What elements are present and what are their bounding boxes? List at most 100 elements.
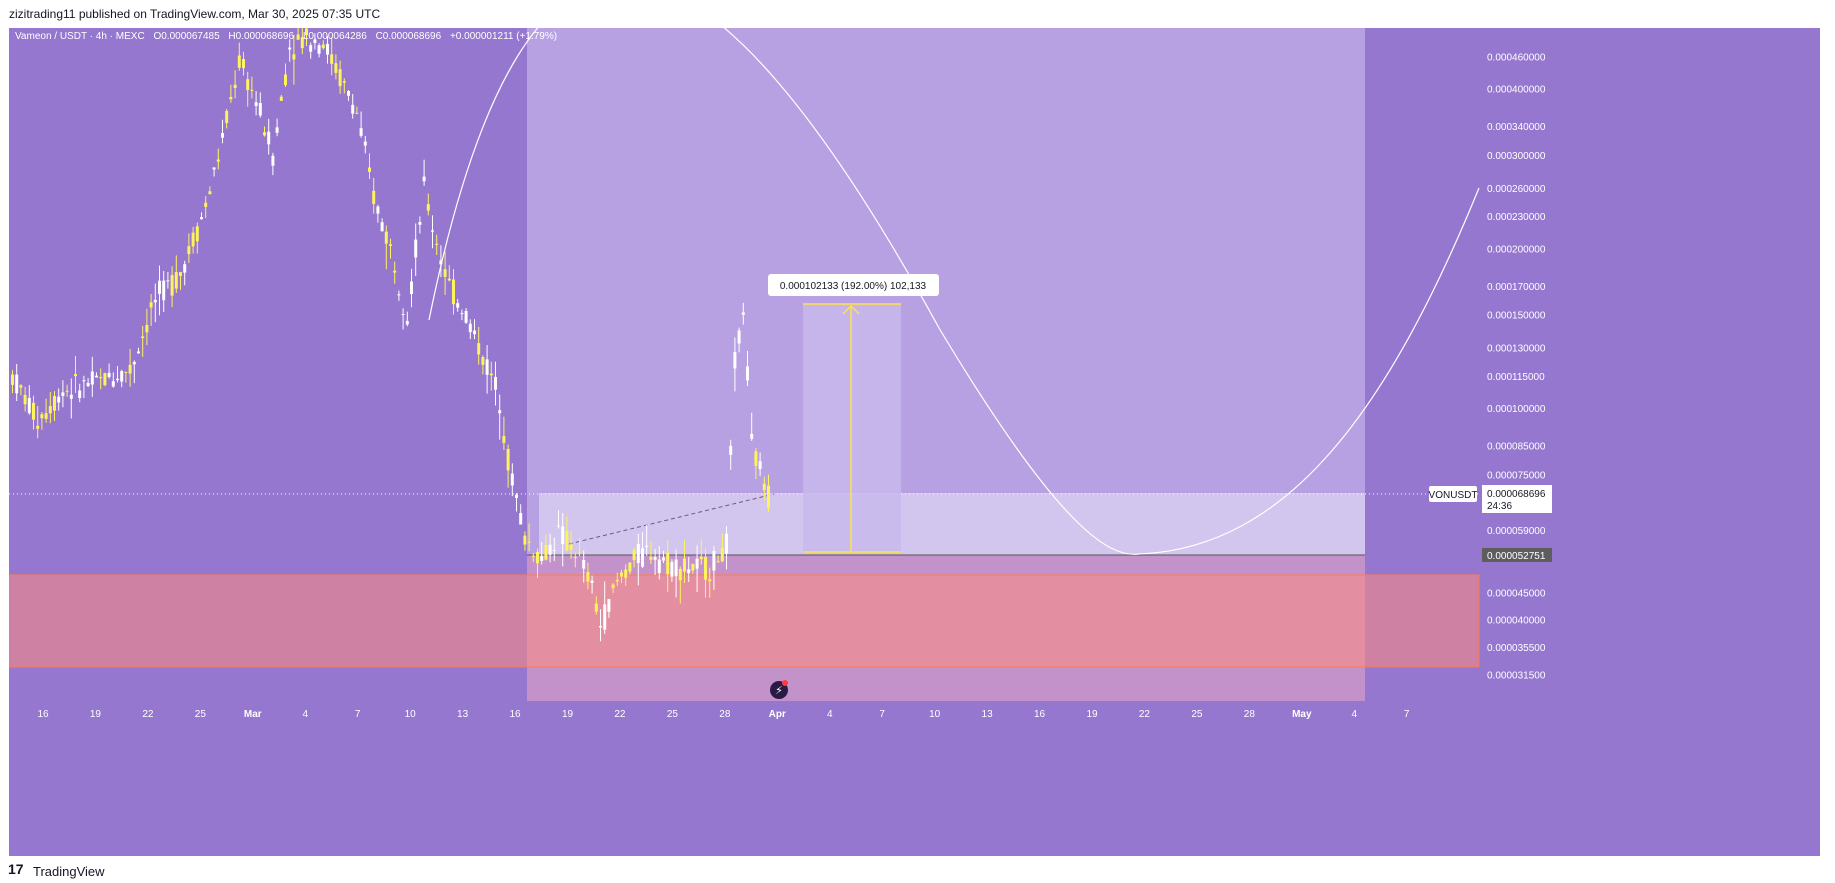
candle-body: [435, 243, 439, 245]
candle-body: [716, 561, 720, 563]
symbol-name: Vameon / USDT · 4h · MEXC: [15, 31, 145, 42]
ohlc-low: L0.000064286: [303, 31, 367, 42]
candle-body: [153, 299, 157, 303]
candle-body: [662, 557, 665, 561]
candle-body: [460, 313, 464, 315]
measure-label-box: [768, 274, 939, 296]
price-tick-17: 0.000035500: [1487, 643, 1546, 654]
candle-body: [468, 323, 472, 333]
candle-body: [615, 580, 619, 582]
candle-body: [599, 626, 602, 628]
candle-body: [729, 445, 733, 455]
candle-body: [515, 494, 518, 498]
candle-body: [754, 451, 758, 466]
candle-body: [359, 128, 363, 136]
candle-body: [317, 45, 321, 54]
price-chart[interactable]: Vameon / USDT · 4h · MEXC O0.000067485 H…: [9, 28, 1820, 856]
candle-body: [162, 280, 166, 301]
candle-body: [653, 557, 657, 560]
candle-body: [124, 371, 128, 373]
time-axis[interactable]: 16 19 22 25 Mar 4 7 10 13 16 19 22 25 28 Apr 4 7 10 13 16 19…: [37, 709, 1409, 720]
candle-body: [204, 202, 208, 207]
candle-body: [695, 558, 699, 569]
candle-body: [179, 272, 182, 276]
candle-body: [334, 63, 338, 73]
candle-body: [195, 226, 199, 242]
candle-body: [288, 47, 292, 50]
candle-body: [733, 352, 737, 369]
price-tick-9: 0.000130000: [1487, 344, 1546, 355]
tradingview-logo-icon[interactable]: 17: [8, 861, 24, 877]
candle-body: [746, 366, 749, 381]
price-tick-14: 0.000059000: [1487, 526, 1546, 537]
time-tick-23: 28: [1244, 709, 1256, 720]
price-axis[interactable]: 0.000460000 0.000400000 0.000340000 0.00030…: [1487, 52, 1546, 681]
price-tick-8: 0.000150000: [1487, 311, 1546, 322]
tradingview-brand[interactable]: TradingView: [33, 864, 105, 879]
event-dot: [782, 680, 788, 686]
candle-body: [384, 231, 388, 244]
last-price-value: 0.000068696: [1487, 489, 1546, 500]
price-tick-6: 0.000200000: [1487, 244, 1546, 255]
candle-body: [208, 191, 212, 195]
publisher-bar: zizitrading11 published on TradingView.c…: [0, 0, 1835, 28]
support-zone-red: [9, 574, 1480, 668]
candle-body: [389, 244, 392, 246]
price-tick-11: 0.000100000: [1487, 404, 1546, 415]
candle-body: [720, 547, 724, 562]
candle-body: [405, 320, 409, 325]
candle-body: [540, 555, 544, 561]
time-tick-24: May: [1292, 709, 1312, 720]
candle-body: [418, 222, 422, 225]
candle-body: [683, 558, 686, 572]
time-tick-10: 19: [562, 709, 574, 720]
price-tick-5: 0.000230000: [1487, 212, 1546, 223]
price-tick-4: 0.000260000: [1487, 184, 1546, 195]
candle-body: [410, 281, 413, 295]
candle-body: [233, 84, 237, 89]
price-tick-12: 0.000085000: [1487, 442, 1546, 453]
candle-body: [242, 58, 245, 69]
candle-body: [527, 541, 531, 543]
time-tick-20: 19: [1086, 709, 1098, 720]
candle-body: [212, 167, 216, 170]
candle-body: [82, 380, 86, 382]
price-tick-16: 0.000040000: [1487, 615, 1546, 626]
time-tick-6: 7: [355, 709, 361, 720]
candle-body: [221, 133, 224, 138]
symbol-header: Vameon / USDT · 4h · MEXC O0.000067485 H…: [15, 31, 557, 42]
candle-body: [347, 91, 350, 96]
candle-body: [561, 526, 565, 545]
time-tick-1: 19: [90, 709, 102, 720]
candle-body: [145, 325, 149, 333]
candle-body: [657, 559, 661, 573]
candle-body: [494, 376, 497, 390]
candle-body: [380, 222, 384, 232]
candle-body: [557, 525, 560, 527]
ohlc-close: C0.000068696: [376, 31, 442, 42]
price-tick-2: 0.000340000: [1487, 122, 1546, 133]
candle-body: [670, 561, 674, 577]
candle-body: [246, 79, 250, 91]
time-tick-0: 16: [37, 709, 49, 720]
time-tick-18: 13: [982, 709, 994, 720]
time-tick-15: 4: [827, 709, 833, 720]
candle-body: [284, 74, 287, 86]
candle-body: [313, 39, 317, 44]
candle-body: [305, 28, 308, 36]
footer-bar: 17 TradingView: [0, 856, 1835, 883]
time-tick-9: 16: [509, 709, 521, 720]
candle-body: [296, 34, 300, 40]
chart-area[interactable]: Vameon / USDT · 4h · MEXC O0.000067485 H…: [9, 28, 1820, 856]
candle-body: [477, 343, 481, 355]
candle-body: [531, 555, 535, 557]
candle-body: [120, 370, 124, 382]
price-tick-0: 0.000460000: [1487, 52, 1546, 63]
ohlc-open: O0.000067485: [153, 31, 220, 42]
measure-label: 0.000102133 (192.00%) 102,133: [780, 281, 927, 292]
candle-body: [523, 535, 527, 545]
candle-body: [321, 44, 325, 49]
candle-body: [107, 372, 111, 378]
candle-body: [737, 330, 741, 344]
candle-body: [464, 310, 468, 323]
